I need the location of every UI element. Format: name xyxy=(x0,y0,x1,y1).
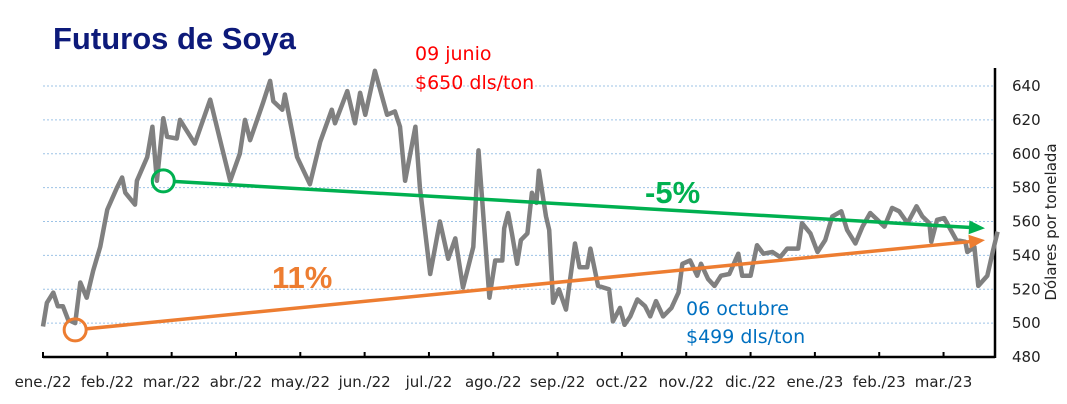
x-tick-label: abr./22 xyxy=(210,373,262,391)
x-tick-label: ene./22 xyxy=(15,373,72,391)
gridlines xyxy=(43,85,995,324)
y-tick-label: 520 xyxy=(1012,280,1041,298)
trend-down-arrowhead xyxy=(968,220,985,235)
trend-down-line xyxy=(175,179,974,230)
y-tick-label: 620 xyxy=(1012,111,1041,129)
chart-title: Futuros de Soya xyxy=(53,21,297,56)
x-tick-label: nov./22 xyxy=(659,373,714,391)
trend-down-label: -5% xyxy=(645,175,700,210)
y-tick-label: 500 xyxy=(1012,314,1041,332)
x-tick-label: ene./23 xyxy=(786,373,843,391)
x-tick-label: ago./22 xyxy=(465,373,522,391)
x-tick-label: feb./23 xyxy=(853,373,906,391)
y-tick-label: 480 xyxy=(1012,348,1041,366)
trend-up-arrowhead xyxy=(968,234,985,249)
min-annotation-price: $499 dls/ton xyxy=(686,326,805,348)
x-tick-label: mar./23 xyxy=(915,373,973,391)
y-tick-label: 640 xyxy=(1012,77,1041,95)
trend-up-line xyxy=(86,239,974,331)
x-tick-label: sep./22 xyxy=(530,373,585,391)
trend-up-start-circle xyxy=(62,317,88,343)
x-tick-label: feb./22 xyxy=(81,373,134,391)
max-annotation-date: 09 junio xyxy=(415,43,491,65)
x-tick-label: jun./22 xyxy=(338,373,391,391)
x-tick-label: oct./22 xyxy=(596,373,648,391)
trend-down-start-circle xyxy=(150,168,176,194)
x-tick-label: mar./22 xyxy=(143,373,201,391)
trend-up-label: 11% xyxy=(272,260,332,295)
trendlines xyxy=(62,168,985,343)
price-line xyxy=(40,68,1000,328)
min-annotation-date: 06 octubre xyxy=(686,298,789,320)
x-tick-label: jul./22 xyxy=(405,373,453,391)
x-tick-label: dic./22 xyxy=(725,373,776,391)
max-annotation-price: $650 dls/ton xyxy=(415,72,534,94)
axes: 480 500 520 540 560 580 600 620 640 ene./22 feb./2… xyxy=(15,68,1041,391)
y-tick-label: 580 xyxy=(1012,179,1041,197)
y-tick-label: 560 xyxy=(1012,213,1041,231)
y-tick-label: 600 xyxy=(1012,145,1041,163)
y-axis-label: Dólares por tonelada xyxy=(1042,143,1060,300)
y-tick-label: 540 xyxy=(1012,246,1041,264)
price-series-line xyxy=(40,68,1000,328)
x-tick-label: may./22 xyxy=(271,373,330,391)
